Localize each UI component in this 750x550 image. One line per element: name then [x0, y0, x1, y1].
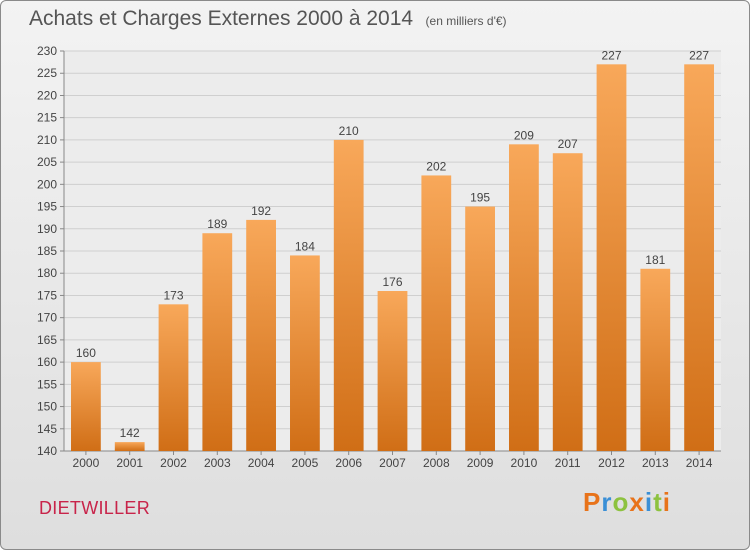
- x-tick-label: 2011: [555, 456, 581, 470]
- chart-title: Achats et Charges Externes 2000 à 2014: [29, 7, 414, 30]
- bar: [596, 64, 627, 452]
- y-tick-label: 195: [37, 200, 57, 214]
- y-tick-label: 165: [37, 333, 57, 347]
- brand-letter: P: [583, 487, 602, 517]
- x-tick-label: 2009: [467, 456, 494, 470]
- brand-logo: Proxiti: [583, 487, 671, 518]
- bar: [333, 139, 364, 451]
- bar-value-label: 173: [163, 288, 183, 302]
- bar-value-label: 192: [251, 204, 271, 218]
- bar: [640, 268, 671, 451]
- x-tick-label: 2008: [423, 456, 450, 470]
- y-tick-label: 225: [37, 66, 57, 80]
- bar-value-label: 142: [120, 426, 140, 440]
- bar: [290, 255, 320, 451]
- commune-name: DIETWILLER: [39, 498, 151, 518]
- bar: [552, 153, 583, 451]
- brand-letter: x: [629, 487, 645, 517]
- bar: [202, 233, 233, 451]
- x-tick-label: 2010: [511, 456, 538, 470]
- x-tick-label: 2006: [335, 456, 362, 470]
- y-tick-label: 150: [37, 400, 57, 414]
- brand-letter: t: [653, 487, 663, 517]
- bar-value-label: 210: [339, 124, 359, 138]
- x-tick-label: 2001: [116, 456, 143, 470]
- y-tick-label: 215: [37, 111, 57, 125]
- y-tick-label: 170: [37, 311, 57, 325]
- bar: [71, 362, 101, 451]
- x-tick-label: 2004: [248, 456, 275, 470]
- y-tick-label: 205: [37, 155, 57, 169]
- y-tick-label: 190: [37, 222, 57, 236]
- y-tick-label: 185: [37, 244, 57, 258]
- y-tick-label: 230: [37, 44, 57, 58]
- y-tick-label: 220: [37, 88, 57, 102]
- x-tick-label: 2012: [598, 456, 625, 470]
- bar-value-label: 227: [689, 48, 709, 62]
- bar-value-label: 209: [514, 128, 534, 142]
- bar: [509, 144, 539, 452]
- x-tick-label: 2003: [204, 456, 231, 470]
- x-tick-label: 2014: [686, 456, 713, 470]
- chart-unit: (en milliers d'€): [425, 14, 507, 28]
- chart-header: Achats et Charges Externes 2000 à 2014 (…: [29, 7, 507, 31]
- bar-value-label: 184: [295, 239, 315, 253]
- x-tick-label: 2005: [292, 456, 319, 470]
- bar-value-label: 227: [601, 48, 621, 62]
- bar: [684, 64, 714, 452]
- y-tick-label: 145: [37, 422, 57, 436]
- y-tick-label: 175: [37, 288, 57, 302]
- y-tick-label: 160: [37, 355, 57, 369]
- y-tick-label: 155: [37, 377, 57, 391]
- x-tick-label: 2007: [379, 456, 406, 470]
- bar-value-label: 195: [470, 191, 490, 205]
- brand-letter: o: [612, 487, 630, 517]
- y-tick-label: 140: [37, 444, 57, 458]
- x-tick-label: 2002: [160, 456, 187, 470]
- bar-value-label: 181: [645, 253, 665, 267]
- brand-letter: i: [662, 487, 671, 517]
- bar: [246, 219, 276, 451]
- brand-letter: i: [644, 487, 654, 517]
- bar-value-label: 207: [558, 137, 578, 151]
- y-tick-label: 180: [37, 266, 57, 280]
- bar-value-label: 160: [76, 346, 96, 360]
- y-tick-label: 200: [37, 177, 57, 191]
- bar-value-label: 202: [426, 159, 446, 173]
- x-tick-label: 2000: [73, 456, 100, 470]
- bar-value-label: 189: [207, 217, 227, 231]
- bar: [421, 175, 452, 451]
- x-tick-label: 2013: [642, 456, 669, 470]
- y-tick-label: 210: [37, 133, 57, 147]
- bar: [158, 304, 189, 451]
- bar-value-label: 176: [382, 275, 402, 289]
- bar: [114, 442, 145, 451]
- bar: [377, 291, 408, 451]
- bar: [465, 206, 495, 451]
- brand-letter: r: [601, 487, 613, 517]
